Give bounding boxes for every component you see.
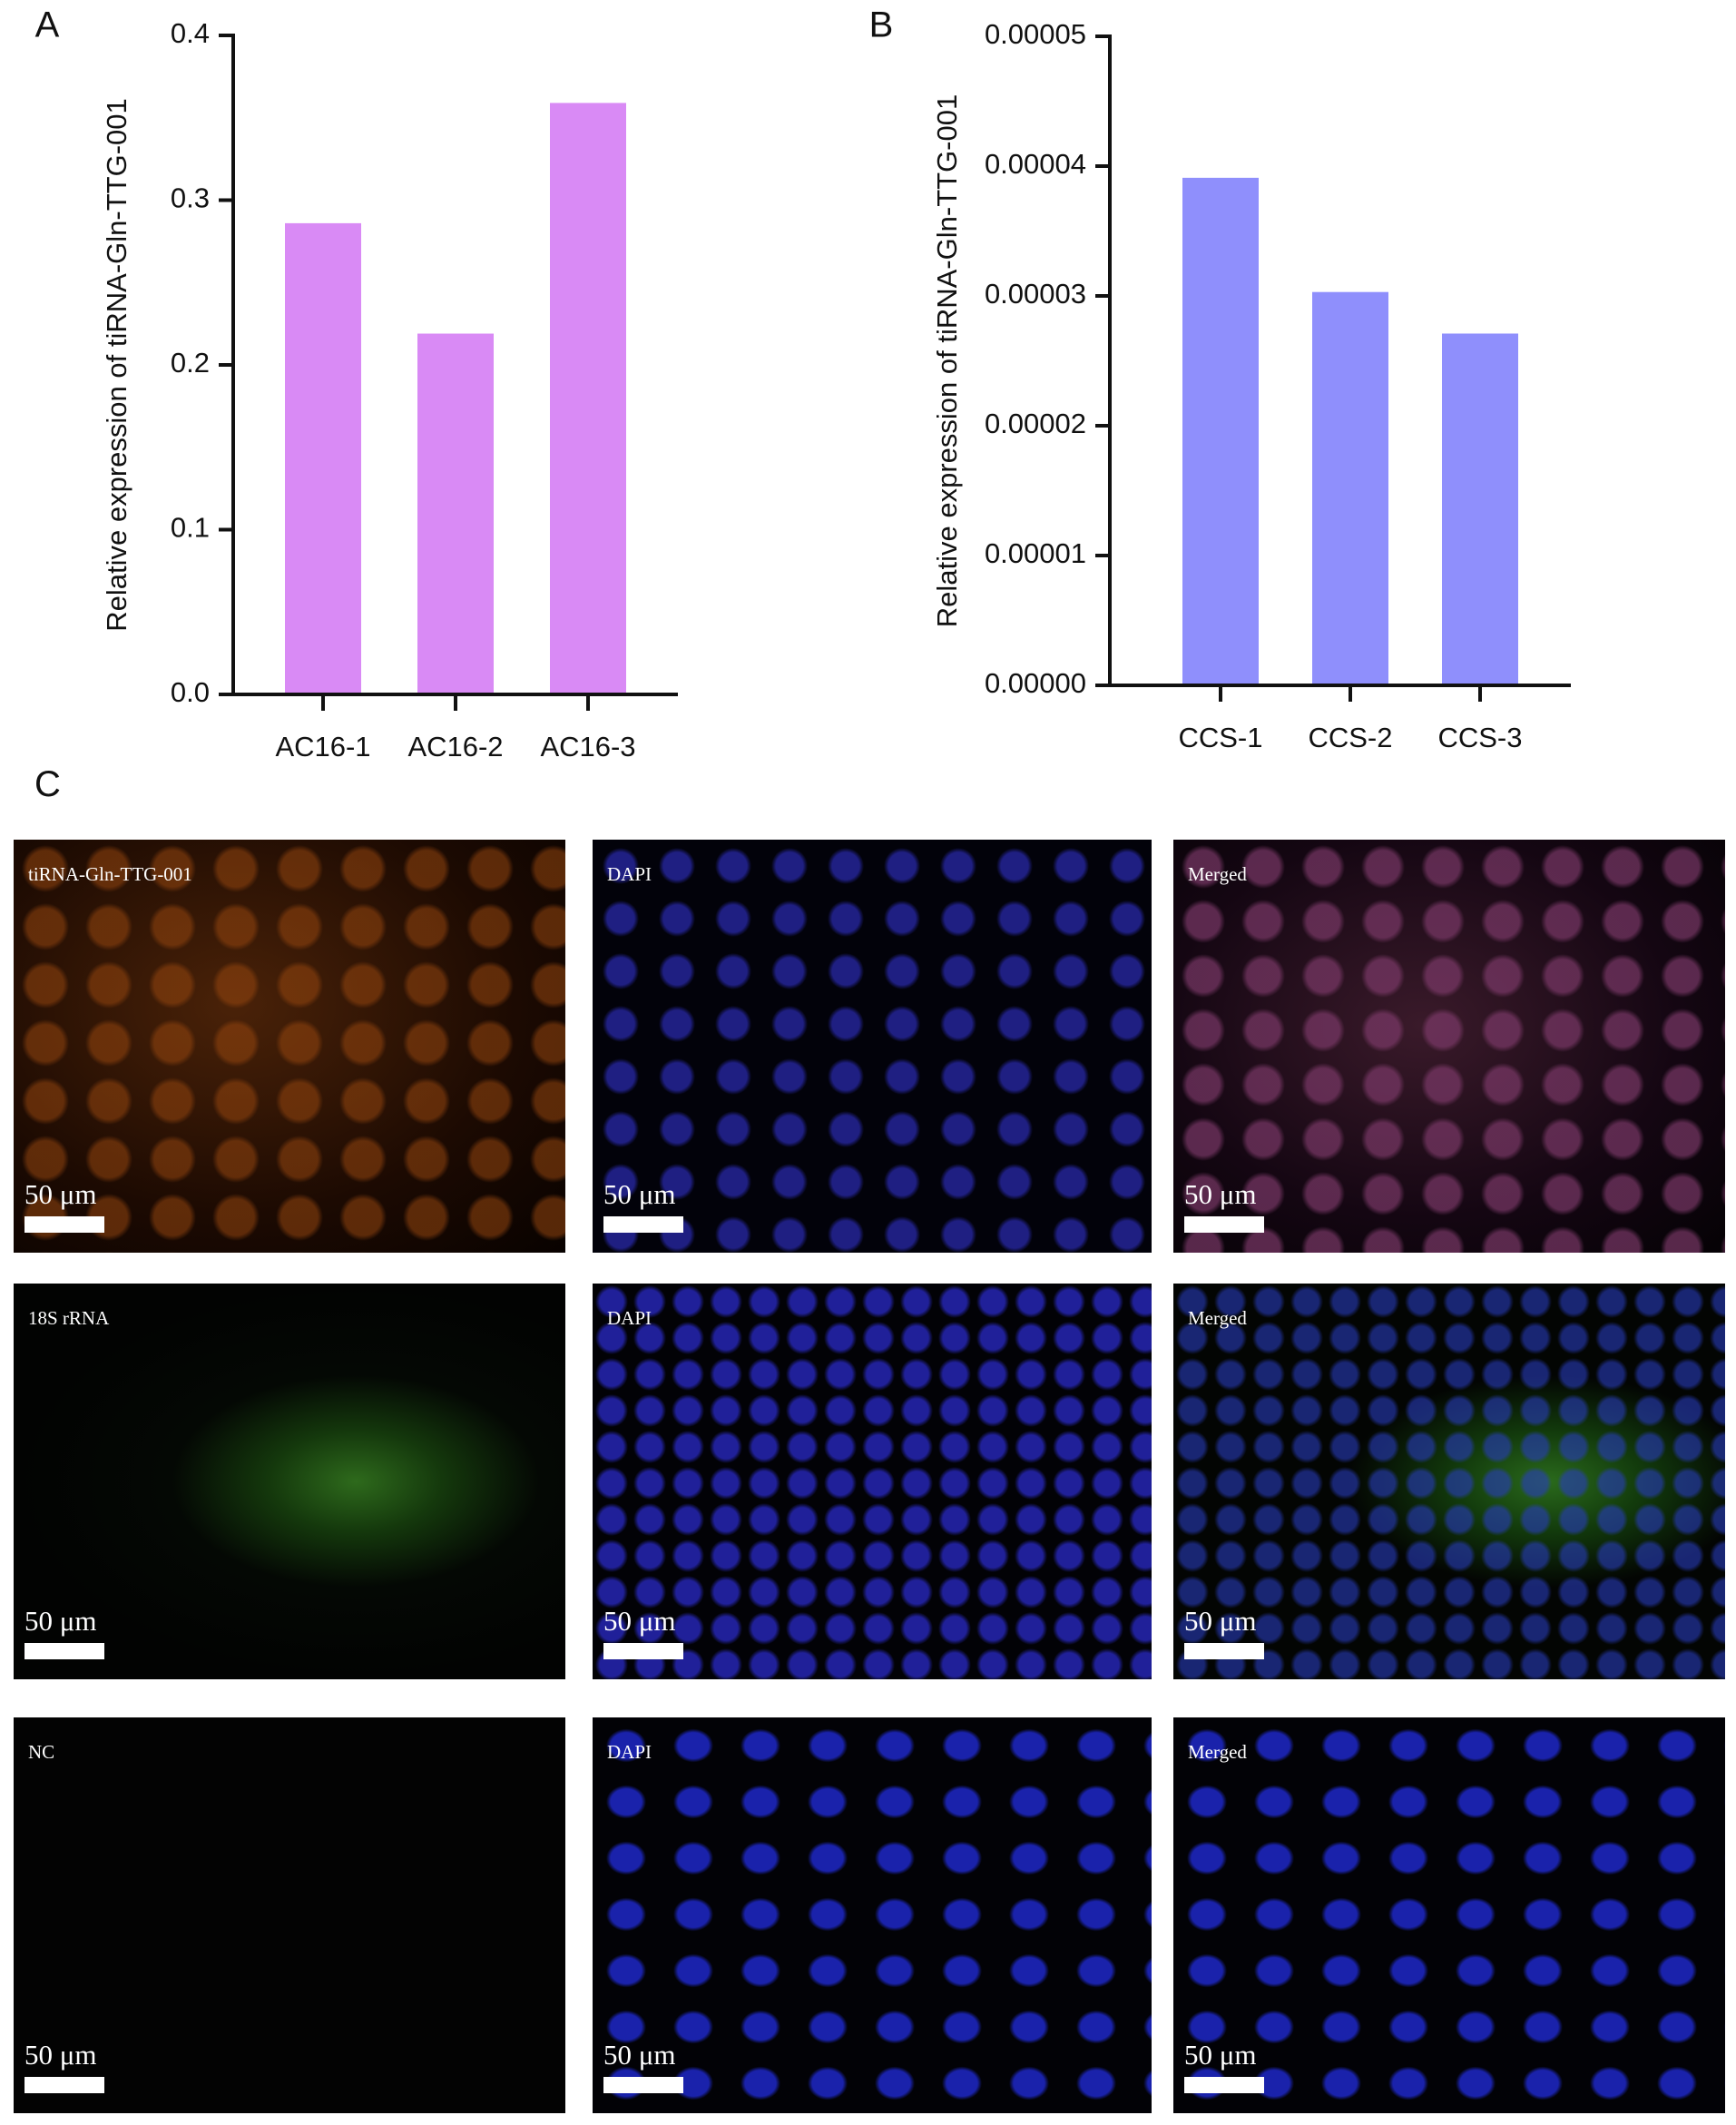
micrograph: 18S rRNA 50 μm (14, 1284, 565, 1679)
image-title: Merged (1188, 863, 1247, 885)
x-tick-label: AC16-2 (407, 731, 503, 762)
scale-bar (25, 1216, 104, 1233)
x-tick-label: CCS-2 (1308, 722, 1392, 753)
panel-letter: B (869, 5, 894, 45)
scale-bar (25, 1643, 104, 1659)
image-title: Merged (1188, 1307, 1247, 1329)
y-tick-label: 0.00002 (985, 408, 1086, 439)
y-tick-label: 0.3 (171, 182, 210, 214)
scale-label: 50 μm (25, 1605, 97, 1637)
x-tick-label: CCS-3 (1437, 722, 1522, 753)
y-tick-label: 0.00005 (985, 18, 1086, 50)
charts: A Relative expression of tiRNA-Gln-TTG-00… (35, 5, 1571, 762)
micrograph: NC 50 μm (14, 1717, 565, 2113)
scale-bar (1184, 1216, 1264, 1233)
micrograph: tiRNA-Gln-TTG-001 50 μm (14, 840, 565, 1253)
micrograph: Merged 50 μm (1173, 1284, 1725, 1679)
scale-label: 50 μm (25, 2039, 97, 2071)
scale-label: 50 μm (1184, 2039, 1257, 2071)
y-axis-label: Relative expression of tiRNA-Gln-TTG-001 (101, 98, 132, 631)
panel-letter: A (35, 5, 60, 45)
bar (417, 333, 494, 694)
scale-label: 50 μm (1184, 1605, 1257, 1637)
scale-bar (603, 2077, 683, 2093)
bar (285, 222, 361, 694)
micrograph: DAPI 50 μm (593, 1717, 1152, 2113)
y-tick-label: 0.0 (171, 676, 210, 708)
image-title: NC (28, 1741, 55, 1763)
panel-letter: C (34, 764, 61, 804)
bar (1312, 291, 1388, 685)
micrograph: DAPI 50 μm (593, 840, 1152, 1253)
image-title: DAPI (607, 863, 652, 885)
bar (1182, 177, 1259, 685)
scale-label: 50 μm (1184, 1178, 1257, 1210)
image-title: tiRNA-Gln-TTG-001 (28, 863, 192, 885)
micrograph: Merged 50 μm (1173, 1717, 1725, 2113)
y-tick-label: 0.00004 (985, 148, 1086, 180)
bar (550, 103, 626, 695)
scale-bar (1184, 2077, 1264, 2093)
scale-label: 50 μm (603, 1605, 676, 1637)
scale-label: 50 μm (603, 2039, 676, 2071)
image-title: Merged (1188, 1741, 1247, 1763)
y-axis-label: Relative expression of tiRNA-Gln-TTG-001 (931, 94, 963, 627)
scale-label: 50 μm (25, 1178, 97, 1210)
scale-bar (603, 1216, 683, 1233)
image-title: 18S rRNA (28, 1307, 110, 1329)
x-tick-label: AC16-1 (275, 731, 370, 762)
y-tick-label: 0.2 (171, 347, 210, 379)
image-title: DAPI (607, 1307, 652, 1329)
micrograph: Merged 50 μm (1173, 840, 1725, 1253)
scale-label: 50 μm (603, 1178, 676, 1210)
x-tick-label: AC16-3 (540, 731, 635, 762)
y-tick-label: 0.1 (171, 512, 210, 544)
x-tick-label: CCS-1 (1178, 722, 1262, 753)
scale-bar (1184, 1643, 1264, 1659)
scale-bar (603, 1643, 683, 1659)
y-tick-label: 0.00000 (985, 667, 1086, 699)
y-tick-label: 0.00001 (985, 537, 1086, 569)
image-title: DAPI (607, 1741, 652, 1763)
bar (1442, 333, 1518, 685)
y-tick-label: 0.4 (171, 17, 210, 49)
y-tick-label: 0.00003 (985, 278, 1086, 310)
micrograph: DAPI 50 μm (593, 1284, 1152, 1679)
scale-bar (25, 2077, 104, 2093)
